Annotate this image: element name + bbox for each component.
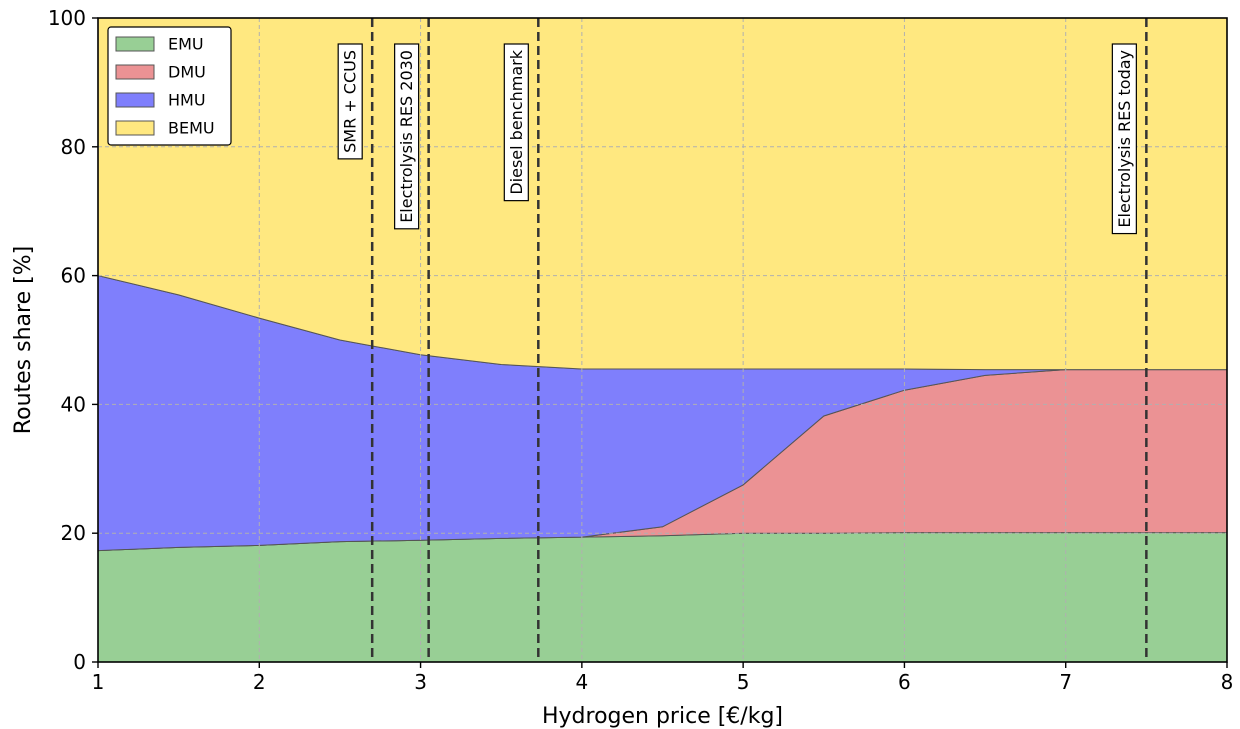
annotation-box	[503, 43, 529, 202]
x-tick-label: 1	[92, 670, 105, 694]
y-tick-label: 60	[61, 264, 86, 288]
x-tick-label: 5	[737, 670, 750, 694]
annotation-box	[394, 43, 420, 230]
legend-label-bemu: BEMU	[168, 119, 215, 138]
annotation-text: Electrolysis RES 2030	[397, 50, 416, 223]
x-tick-label: 8	[1221, 670, 1234, 694]
legend: EMU DMU HMU BEMU	[107, 26, 232, 146]
y-tick-label: 100	[48, 6, 86, 30]
area-bemu	[97, 17, 1228, 371]
y-tick-label: 0	[73, 650, 86, 674]
legend-label-hmu: HMU	[168, 91, 206, 110]
annotation-box	[1111, 43, 1137, 235]
legend-swatch-hmu	[115, 92, 155, 108]
annotation-label-group: Diesel benchmark	[503, 43, 529, 202]
area-emu	[97, 532, 1228, 663]
annotation-box	[337, 43, 363, 160]
y-tick-label: 40	[61, 392, 86, 416]
y-axis-ticks: 0 20 40 60 80 100	[48, 6, 98, 674]
x-axis-label: Hydrogen price [€/kg]	[542, 704, 783, 729]
annotation-lines	[370, 18, 1148, 662]
legend-label-dmu: DMU	[168, 63, 206, 82]
y-axis-label: Routes share [%]	[11, 246, 36, 434]
annotation-labels: SMR + CCUS Electrolysis RES 2030 Diesel be…	[337, 43, 1137, 235]
y-tick-label: 80	[61, 135, 86, 159]
x-tick-label: 2	[253, 670, 266, 694]
x-tick-label: 7	[1059, 670, 1072, 694]
annotation-text: SMR + CCUS	[341, 50, 360, 153]
x-tick-label: 3	[414, 670, 427, 694]
legend-swatch-bemu	[115, 120, 155, 136]
legend-box	[107, 26, 232, 146]
legend-label-emu: EMU	[168, 35, 204, 54]
y-tick-label: 20	[61, 521, 86, 545]
annotation-label-group: Electrolysis RES today	[1111, 43, 1137, 235]
legend-swatch-emu	[115, 36, 155, 52]
x-tick-label: 6	[898, 670, 911, 694]
x-tick-label: 4	[575, 670, 588, 694]
annotation-text: Electrolysis RES today	[1115, 50, 1134, 228]
x-axis-ticks: 1 2 3 4 5 6 7 8	[92, 662, 1234, 694]
legend-swatch-dmu	[115, 64, 155, 80]
area-layers	[97, 17, 1228, 663]
annotation-label-group: SMR + CCUS	[337, 43, 363, 160]
plot-frame	[97, 17, 1228, 663]
annotation-text: Diesel benchmark	[507, 49, 526, 194]
annotation-label-group: Electrolysis RES 2030	[394, 43, 420, 230]
